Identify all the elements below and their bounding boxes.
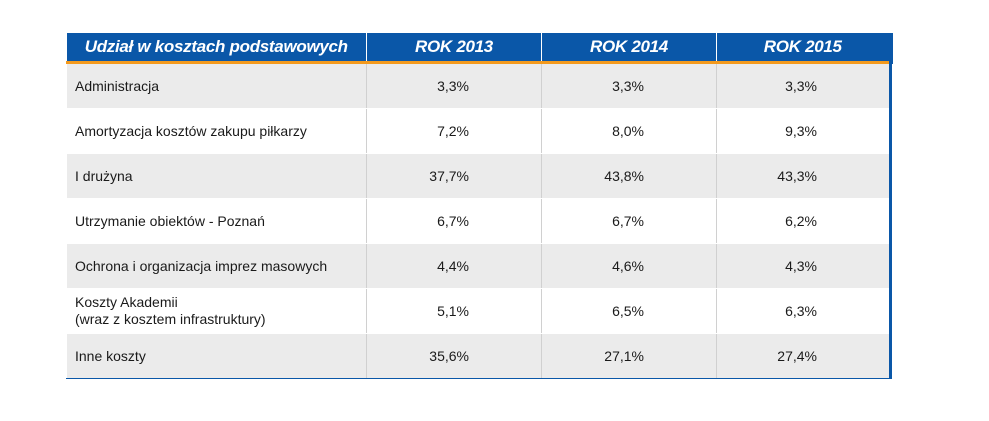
value-cell-2015: 3,3% [716,62,892,109]
row-label: Utrzymanie obiektów - Poznań [75,212,265,229]
value-cell-2014: 3,3% [541,62,717,109]
row-label-cell: Administracja [66,62,367,109]
value-cell-2014: 43,8% [541,153,717,199]
row-label-cell: Amortyzacja kosztów zakupu piłkarzy [66,108,367,154]
table-row: I drużyna 37,7% 43,8% 43,3% [66,153,892,199]
header-year-2015: ROK 2015 [716,33,893,64]
value-cell-2015: 6,3% [716,288,892,334]
value-cell-2013: 37,7% [366,153,542,199]
table-row: Koszty Akademii (wraz z kosztem infrastru… [66,288,892,334]
value-cell-2015: 43,3% [716,153,892,199]
cost-share-table-container: Udział w kosztach podstawowych ROK 2013 … [66,33,893,379]
value-cell-2013: 4,4% [366,243,542,289]
row-label: Amortyzacja kosztów zakupu piłkarzy [75,122,307,139]
table-body: Administracja 3,3% 3,3% 3,3% Amortyzacja kos… [66,62,892,379]
row-label: I drużyna [75,167,133,184]
table-row: Inne koszty 35,6% 27,1% 27,4% [66,333,892,379]
table-header-row: Udział w kosztach podstawowych ROK 2013 … [66,33,893,64]
table-row: Amortyzacja kosztów zakupu piłkarzy 7,2% 8… [66,108,892,154]
row-label-cell: Inne koszty [66,333,367,379]
row-label: Ochrona i organizacja imprez masowych [75,257,328,274]
header-year-2013: ROK 2013 [366,33,542,64]
value-cell-2013: 35,6% [366,333,542,379]
row-label-cell: Koszty Akademii (wraz z kosztem infrastru… [66,288,367,334]
row-label-cell: Ochrona i organizacja imprez masowych [66,243,367,289]
header-year-2014: ROK 2014 [541,33,717,64]
header-cost-category: Udział w kosztach podstawowych [66,33,367,64]
value-cell-2013: 3,3% [366,62,542,109]
value-cell-2014: 27,1% [541,333,717,379]
value-cell-2015: 9,3% [716,108,892,154]
value-cell-2014: 6,5% [541,288,717,334]
value-cell-2014: 8,0% [541,108,717,154]
row-label: Inne koszty [75,347,146,364]
row-label: Koszty Akademii [75,294,178,310]
value-cell-2013: 5,1% [366,288,542,334]
cost-share-table: Udział w kosztach podstawowych ROK 2013 … [66,33,893,379]
table-row: Ochrona i organizacja imprez masowych 4,4… [66,243,892,289]
value-cell-2015: 4,3% [716,243,892,289]
table-row: Administracja 3,3% 3,3% 3,3% [66,62,892,109]
value-cell-2014: 4,6% [541,243,717,289]
table-row: Utrzymanie obiektów - Poznań 6,7% 6,7% 6,2% [66,198,892,244]
row-label-cell: Utrzymanie obiektów - Poznań [66,198,367,244]
row-label: (wraz z kosztem infrastruktury) [75,311,266,327]
row-label-cell: I drużyna [66,153,367,199]
value-cell-2014: 6,7% [541,198,717,244]
value-cell-2015: 27,4% [716,333,892,379]
value-cell-2013: 7,2% [366,108,542,154]
value-cell-2013: 6,7% [366,198,542,244]
value-cell-2015: 6,2% [716,198,892,244]
row-label: Administracja [75,77,160,94]
